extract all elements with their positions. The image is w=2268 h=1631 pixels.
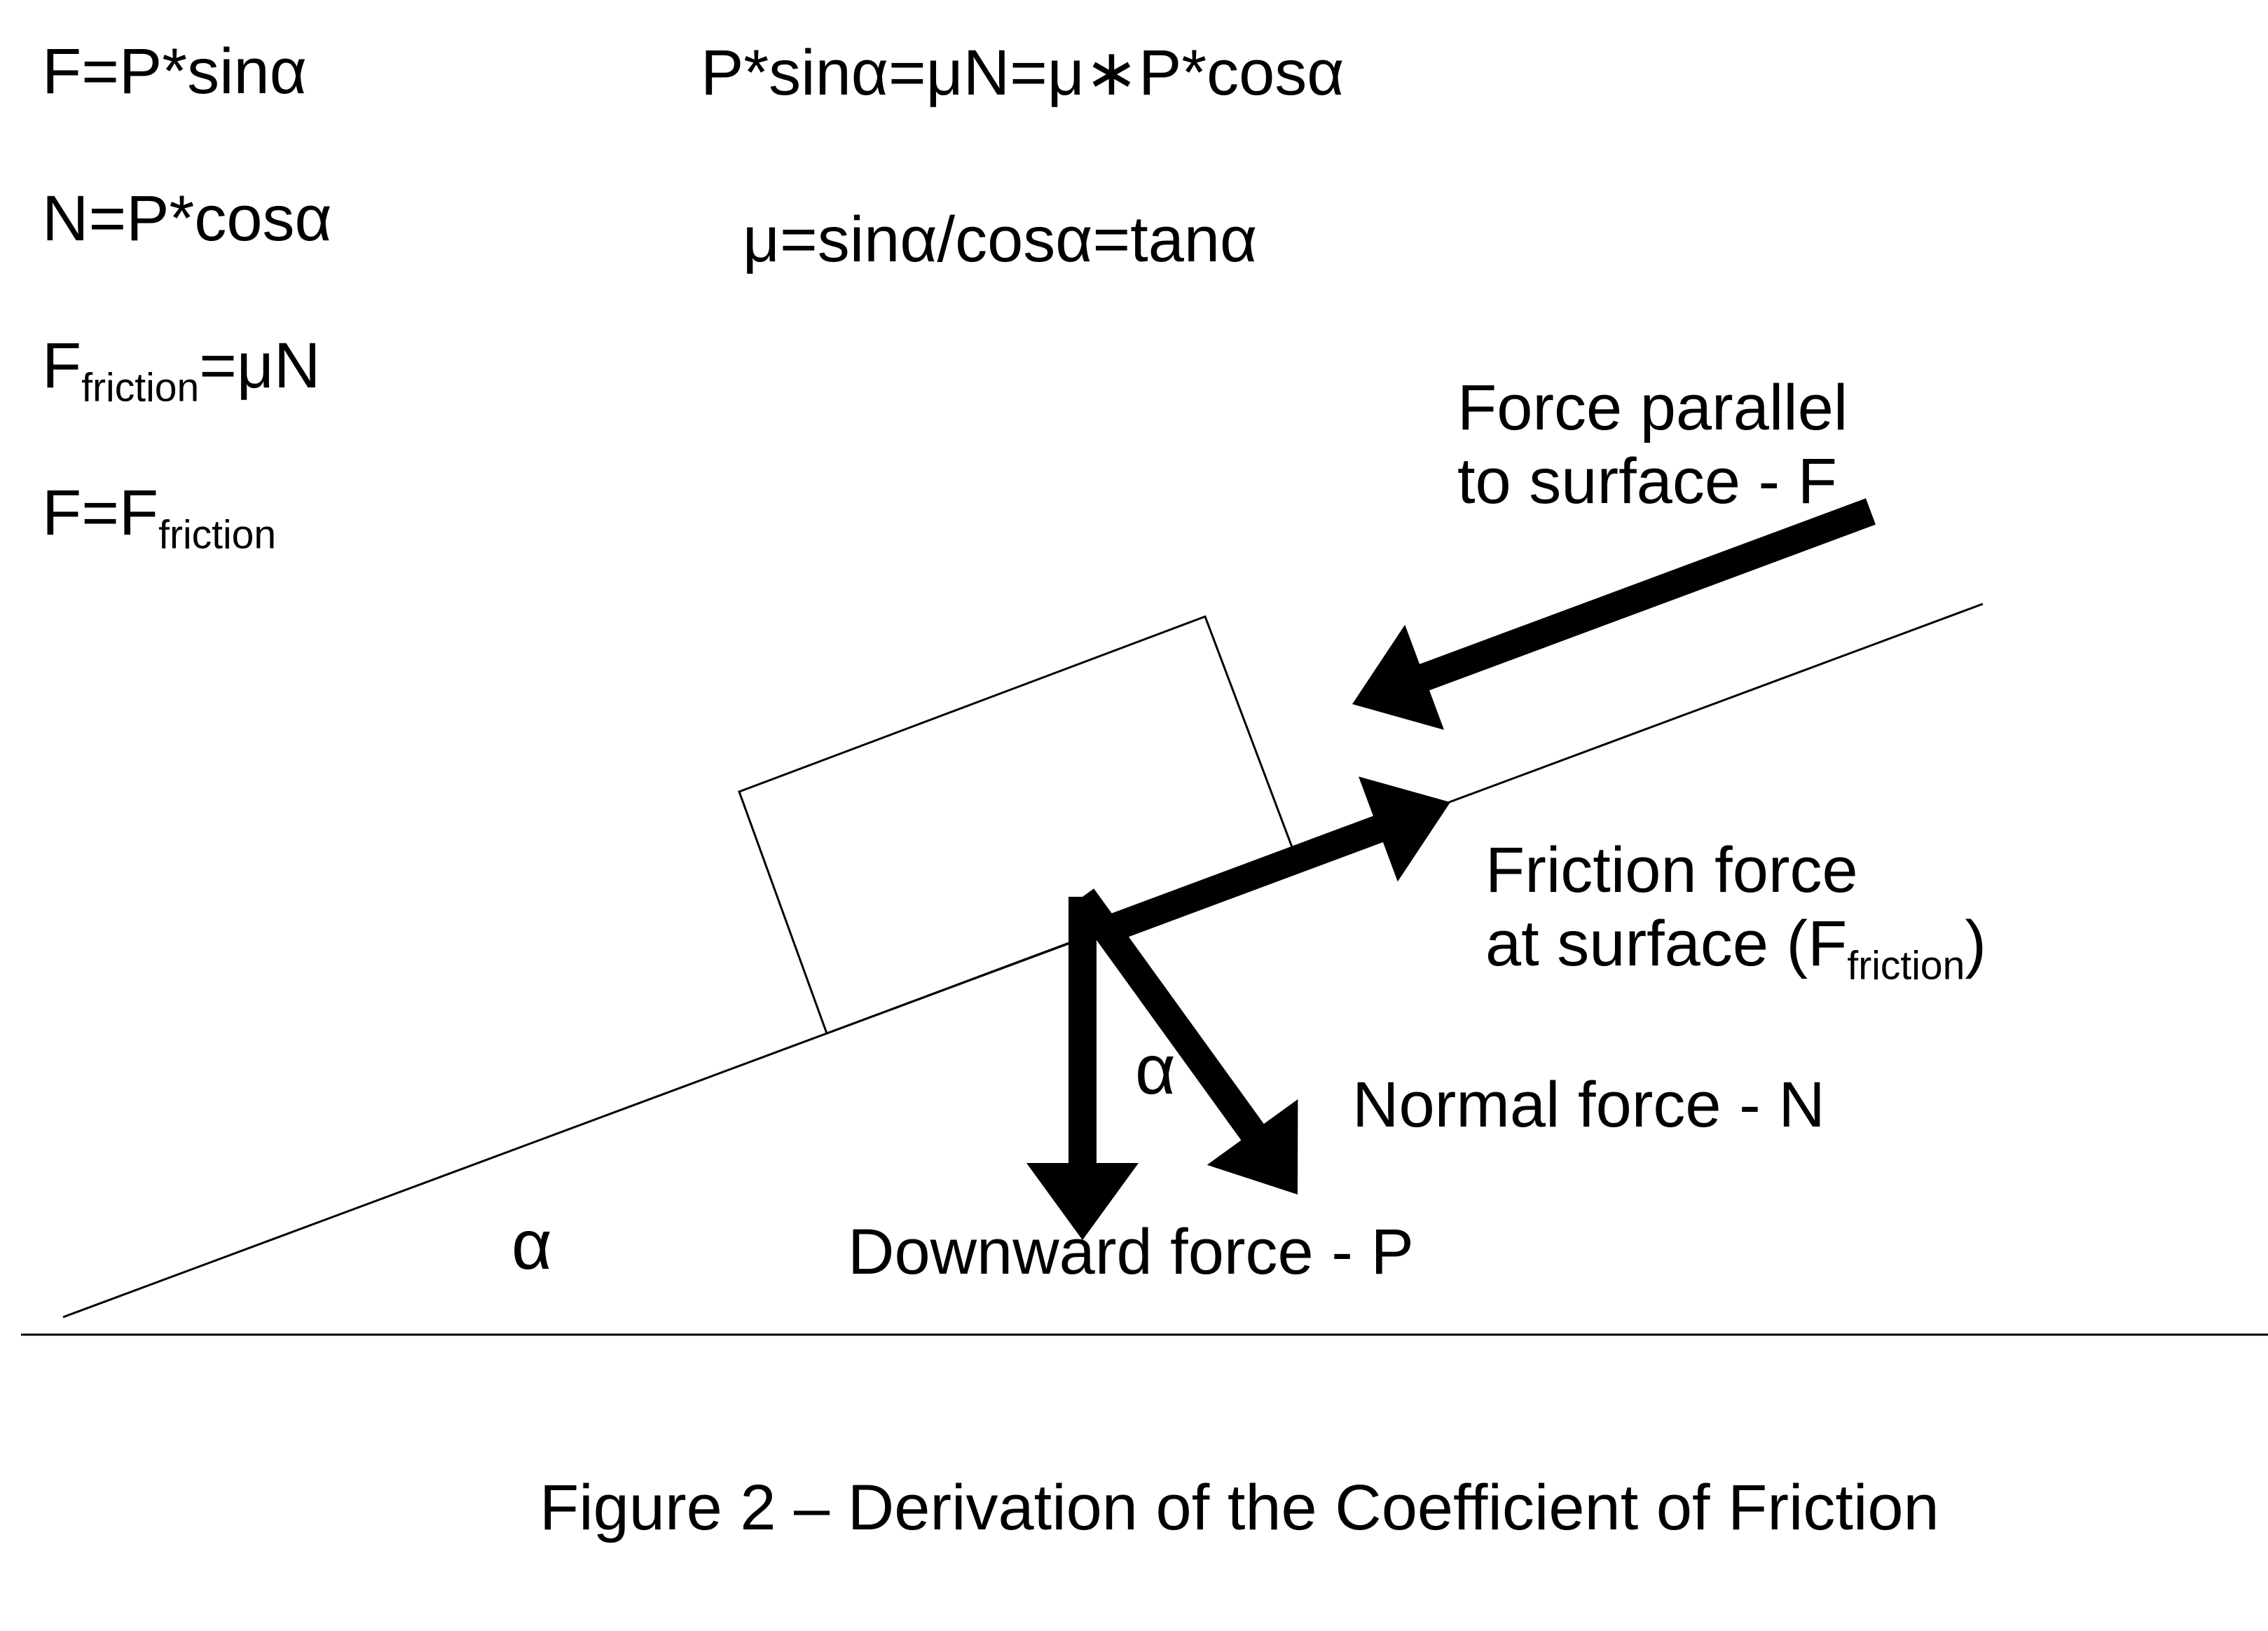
label-F: Force parallel to surface - F [1457,371,1848,518]
label-Ff-line2: at surface (Ffriction) [1485,908,1986,979]
label-N: Normal force - N [1352,1068,1825,1142]
figure-page: F=P*sinα N=P*cosα Ffriction=μN F=Ffricti… [0,0,2268,1631]
label-F-line1: Force parallel [1457,372,1848,443]
label-Ff: Friction force at surface (Ffriction) [1485,834,1986,989]
arrow-Ff [1092,776,1450,947]
label-P: Downward force - P [848,1216,1414,1289]
block [739,617,1296,1033]
figure-caption: Figure 2 – Derivation of the Coefficient… [539,1471,1939,1545]
alpha-between-vectors: α [1135,1030,1176,1110]
inclined-plane-diagram [0,0,2268,1631]
label-F-line2: to surface - F [1457,446,1837,517]
arrow-F [1352,498,1876,729]
label-Ff-line1: Friction force [1485,834,1858,906]
alpha-at-base: α [511,1205,552,1286]
